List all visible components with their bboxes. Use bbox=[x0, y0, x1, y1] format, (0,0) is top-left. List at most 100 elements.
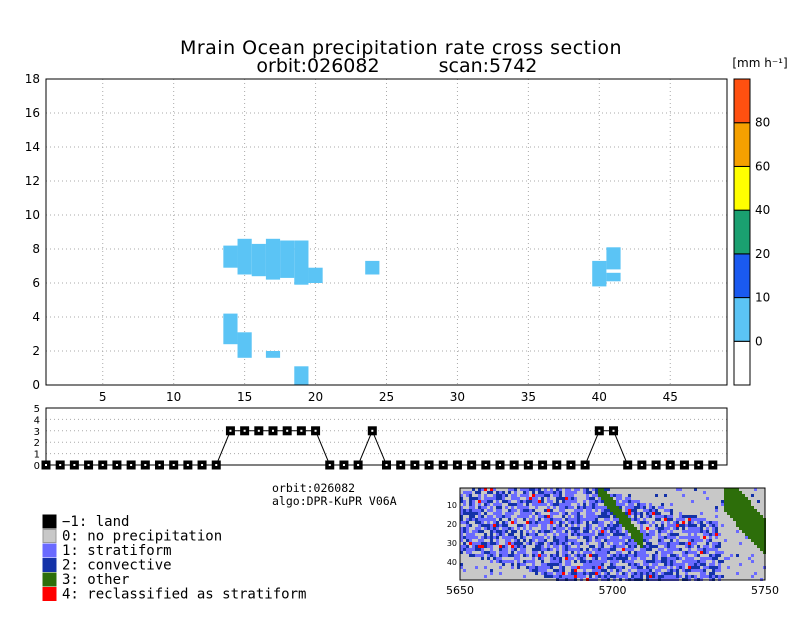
minimap-pixel bbox=[667, 572, 670, 575]
minimap-pixel bbox=[745, 509, 748, 512]
minimap-pixel bbox=[598, 551, 601, 554]
minimap-pixel bbox=[700, 557, 703, 560]
minimap-pixel bbox=[649, 506, 652, 509]
minimap-pixel bbox=[760, 548, 763, 551]
minimap-pixel bbox=[595, 539, 598, 542]
minimap-pixel bbox=[529, 497, 532, 500]
minimap-pixel bbox=[634, 554, 637, 557]
colorbar-bin bbox=[733, 209, 751, 255]
type-point-center bbox=[598, 429, 601, 432]
minimap-pixel bbox=[565, 539, 568, 542]
minimap-pixel bbox=[616, 509, 619, 512]
minimap-pixel bbox=[496, 500, 499, 503]
minimap-pixel bbox=[559, 524, 562, 527]
minimap-pixel bbox=[601, 515, 604, 518]
minimap-pixel bbox=[607, 494, 610, 497]
minimap-pixel bbox=[589, 545, 592, 548]
minimap-pixel bbox=[484, 500, 487, 503]
minimap-pixel bbox=[748, 512, 751, 515]
minimap-pixel bbox=[490, 551, 493, 554]
minimap-pixel bbox=[502, 527, 505, 530]
minimap-pixel bbox=[559, 521, 562, 524]
minimap-pixel bbox=[472, 509, 475, 512]
minimap-pixel bbox=[505, 530, 508, 533]
minimap-pixel bbox=[529, 509, 532, 512]
minimap-pixel bbox=[604, 503, 607, 506]
minimap-pixel bbox=[736, 554, 739, 557]
minimap-pixel bbox=[514, 497, 517, 500]
minimap-pixel bbox=[577, 533, 580, 536]
minimap-pixel bbox=[757, 542, 760, 545]
minimap-pixel bbox=[598, 539, 601, 542]
minimap-pixel bbox=[688, 560, 691, 563]
minimap-pixel bbox=[565, 557, 568, 560]
minimap-pixel bbox=[556, 536, 559, 539]
minimap-pixel bbox=[616, 497, 619, 500]
minimap-pixel bbox=[493, 536, 496, 539]
minimap-pixel bbox=[514, 554, 517, 557]
minimap-pixel bbox=[616, 503, 619, 506]
minimap-pixel bbox=[682, 494, 685, 497]
minimap-pixel bbox=[529, 569, 532, 572]
minimap-pixel bbox=[712, 521, 715, 524]
minimap-pixel bbox=[613, 575, 616, 578]
minimap-pixel bbox=[589, 539, 592, 542]
minimap-pixel bbox=[715, 524, 718, 527]
legend-label: 1: stratiform bbox=[62, 543, 172, 559]
minimap-pixel bbox=[598, 521, 601, 524]
minimap-pixel bbox=[736, 515, 739, 518]
minimap-pixel bbox=[679, 566, 682, 569]
minimap-pixel bbox=[562, 569, 565, 572]
minimap-pixel bbox=[715, 551, 718, 554]
minimap-x-tick-label: 5700 bbox=[599, 584, 627, 597]
minimap-pixel bbox=[616, 500, 619, 503]
minimap-pixel bbox=[478, 521, 481, 524]
minimap-pixel bbox=[715, 548, 718, 551]
type-point-center bbox=[669, 464, 672, 466]
minimap-pixel bbox=[598, 506, 601, 509]
type-point-center bbox=[442, 464, 445, 466]
minimap-pixel bbox=[625, 560, 628, 563]
minimap-pixel bbox=[508, 518, 511, 521]
minimap-pixel bbox=[736, 509, 739, 512]
minimap-pixel bbox=[568, 506, 571, 509]
minimap-pixel bbox=[625, 506, 628, 509]
minimap-pixel bbox=[469, 533, 472, 536]
minimap-pixel bbox=[532, 548, 535, 551]
minimap-pixel bbox=[616, 545, 619, 548]
minimap-pixel bbox=[511, 554, 514, 557]
minimap-pixel bbox=[475, 566, 478, 569]
minimap-pixel bbox=[556, 527, 559, 530]
minimap-pixel bbox=[745, 536, 748, 539]
minimap-pixel bbox=[682, 515, 685, 518]
minimap-pixel bbox=[703, 551, 706, 554]
minimap-pixel bbox=[610, 545, 613, 548]
minimap-pixel bbox=[484, 524, 487, 527]
minimap-pixel bbox=[496, 527, 499, 530]
minimap-pixel bbox=[583, 530, 586, 533]
minimap-pixel bbox=[682, 521, 685, 524]
minimap-pixel bbox=[541, 524, 544, 527]
minimap-pixel bbox=[694, 542, 697, 545]
minimap-pixel bbox=[628, 560, 631, 563]
minimap-pixel bbox=[526, 506, 529, 509]
minimap-pixel bbox=[688, 542, 691, 545]
minimap-pixel bbox=[589, 512, 592, 515]
minimap-pixel bbox=[601, 506, 604, 509]
minimap-pixel bbox=[724, 488, 727, 491]
minimap-pixel bbox=[616, 512, 619, 515]
minimap-pixel bbox=[580, 575, 583, 578]
minimap-pixel bbox=[601, 554, 604, 557]
minimap-pixel bbox=[502, 491, 505, 494]
minimap-pixel bbox=[553, 536, 556, 539]
minimap-pixel bbox=[586, 488, 589, 491]
minimap-pixel bbox=[625, 542, 628, 545]
minimap-pixel bbox=[610, 554, 613, 557]
minimap-pixel bbox=[499, 524, 502, 527]
minimap-pixel bbox=[589, 536, 592, 539]
minimap-pixel bbox=[688, 551, 691, 554]
minimap-pixel bbox=[496, 530, 499, 533]
minimap-pixel bbox=[706, 497, 709, 500]
minimap-pixel bbox=[703, 566, 706, 569]
minimap-pixel bbox=[532, 560, 535, 563]
